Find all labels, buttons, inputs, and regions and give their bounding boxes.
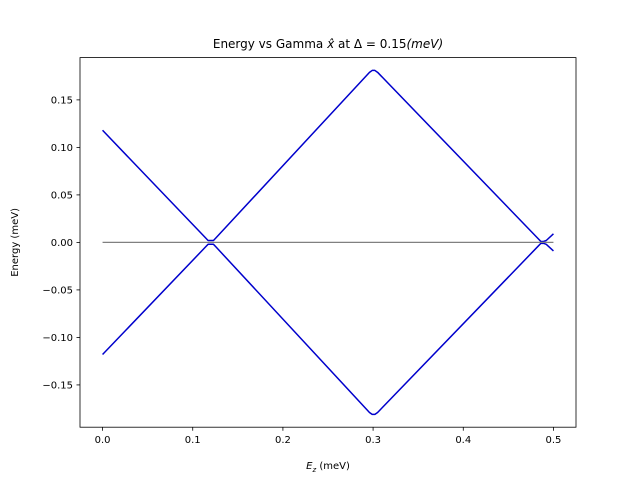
x-tick-label: 0.2 bbox=[275, 435, 291, 446]
y-axis-label: Energy (meV) bbox=[10, 208, 21, 277]
series-line-lower bbox=[102, 242, 554, 416]
y-tick-label: −0.10 bbox=[42, 333, 73, 344]
x-tick-label: 0.0 bbox=[95, 435, 111, 446]
plot-area bbox=[102, 69, 554, 416]
x-axis-label: Ez (meV) bbox=[306, 461, 350, 474]
x-tick-label: 0.5 bbox=[546, 435, 562, 446]
y-tick-label: 0.00 bbox=[51, 238, 73, 249]
x-tick-label: 0.3 bbox=[365, 435, 381, 446]
y-axis-ticks: −0.15 −0.10 −0.05 0.00 0.05 0.10 0.15 bbox=[42, 95, 80, 391]
y-tick-label: −0.05 bbox=[42, 285, 73, 296]
y-tick-label: 0.05 bbox=[51, 190, 73, 201]
chart-title: Energy vs Gamma x̂ at Δ = 0.15(meV) bbox=[213, 37, 443, 51]
y-tick-label: −0.15 bbox=[42, 380, 73, 391]
x-axis-ticks: 0.0 0.1 0.2 0.3 0.4 0.5 bbox=[95, 427, 562, 446]
y-tick-label: 0.15 bbox=[51, 95, 73, 106]
x-tick-label: 0.4 bbox=[455, 435, 471, 446]
x-tick-label: 0.1 bbox=[185, 435, 201, 446]
y-tick-label: 0.10 bbox=[51, 143, 73, 154]
series-line-upper bbox=[102, 69, 554, 243]
